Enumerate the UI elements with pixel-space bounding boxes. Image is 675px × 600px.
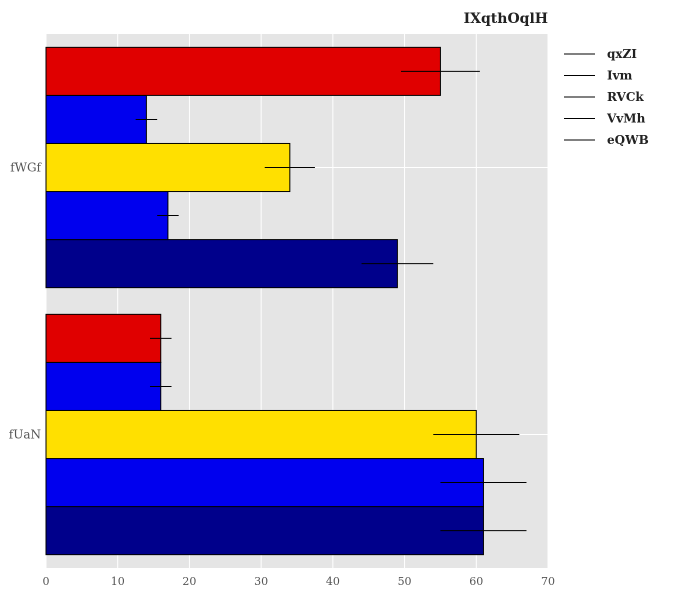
bar-VvMh-fUaN — [45, 458, 484, 508]
y-category-label: fWGf — [10, 161, 42, 175]
x-tick-label: 30 — [254, 575, 268, 588]
bar-RVCk-fWGf — [45, 142, 291, 193]
bar-Ivm-fUaN — [45, 361, 162, 411]
x-tick-label: 70 — [541, 575, 555, 588]
bar-Ivm-fWGf — [45, 94, 147, 144]
bar-VvMh-fWGf — [45, 191, 169, 241]
legend-label-eQWB: eQWB — [607, 133, 649, 147]
x-tick-label: 20 — [182, 575, 196, 588]
y-category-label: fUaN — [9, 428, 41, 442]
x-tick-label: 50 — [398, 575, 412, 588]
bar-eQWB-fUaN — [45, 506, 484, 556]
bar-qxZI-fUaN — [45, 313, 162, 363]
legend-label-RVCk: RVCk — [607, 90, 644, 104]
bar-RVCk-fUaN — [45, 409, 477, 460]
x-tick-label: 60 — [469, 575, 483, 588]
x-tick-label: 40 — [326, 575, 340, 588]
legend-label-VvMh: VvMh — [606, 112, 646, 126]
x-tick-label: 10 — [111, 575, 125, 588]
legend: qxZI Ivm RVCk VvMh eQWB — [564, 47, 649, 147]
bar-eQWB-fWGf — [45, 239, 398, 289]
x-axis-ticks: 0 10 20 30 40 50 60 70 — [43, 575, 556, 588]
bar-qxZI-fWGf — [45, 46, 441, 96]
bars — [45, 46, 484, 556]
y-axis-categories: fUaN fWGf — [9, 161, 43, 442]
x-tick-label: 0 — [43, 575, 50, 588]
legend-label-qxZI: qxZI — [607, 47, 637, 61]
error-bars — [135, 70, 527, 532]
legend-label-Ivm: Ivm — [607, 69, 633, 83]
chart-title: IXqthOqlH — [464, 11, 548, 27]
